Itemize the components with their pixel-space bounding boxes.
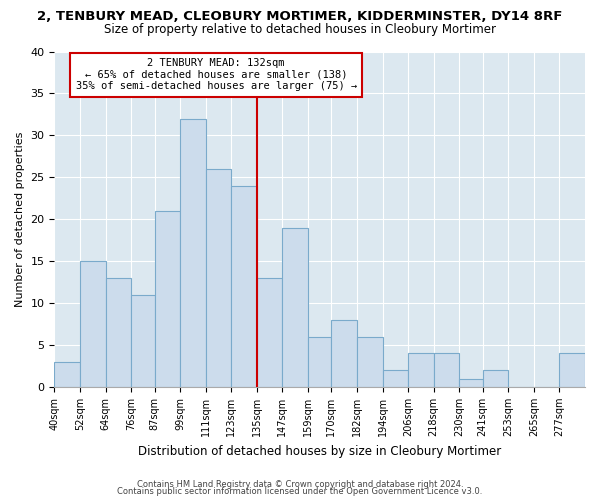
Bar [155, 211, 180, 387]
Bar [483, 370, 508, 387]
Bar [383, 370, 408, 387]
Bar [131, 294, 155, 387]
Bar [231, 186, 257, 387]
Text: Contains HM Land Registry data © Crown copyright and database right 2024.: Contains HM Land Registry data © Crown c… [137, 480, 463, 489]
Text: 2 TENBURY MEAD: 132sqm
← 65% of detached houses are smaller (138)
35% of semi-de: 2 TENBURY MEAD: 132sqm ← 65% of detached… [76, 58, 357, 92]
Bar [331, 320, 357, 387]
Y-axis label: Number of detached properties: Number of detached properties [15, 132, 25, 307]
Bar [283, 228, 308, 387]
Bar [434, 354, 459, 387]
Bar [357, 336, 383, 387]
Bar [180, 118, 206, 387]
Bar [308, 336, 331, 387]
Bar [80, 261, 106, 387]
Bar [106, 278, 131, 387]
Bar [206, 169, 231, 387]
Bar [257, 278, 283, 387]
Bar [55, 362, 80, 387]
Bar [559, 354, 585, 387]
Bar [408, 354, 434, 387]
Text: 2, TENBURY MEAD, CLEOBURY MORTIMER, KIDDERMINSTER, DY14 8RF: 2, TENBURY MEAD, CLEOBURY MORTIMER, KIDD… [37, 10, 563, 23]
Text: Contains public sector information licensed under the Open Government Licence v3: Contains public sector information licen… [118, 487, 482, 496]
Text: Size of property relative to detached houses in Cleobury Mortimer: Size of property relative to detached ho… [104, 22, 496, 36]
X-axis label: Distribution of detached houses by size in Cleobury Mortimer: Distribution of detached houses by size … [138, 444, 502, 458]
Bar [459, 378, 483, 387]
